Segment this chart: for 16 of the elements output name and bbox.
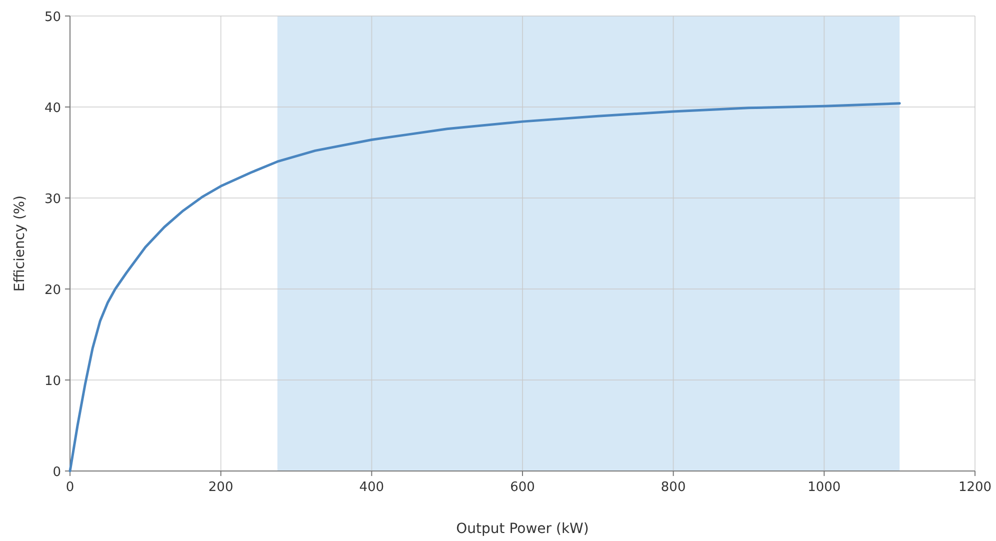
y-tick-label: 10 xyxy=(44,374,61,389)
x-tick-label: 1000 xyxy=(808,480,841,495)
y-tick-label: 0 xyxy=(52,465,61,480)
x-axis-title: Output Power (kW) xyxy=(456,521,589,537)
x-tick-label: 400 xyxy=(359,480,384,495)
x-tick-label: 0 xyxy=(66,480,74,495)
y-tick-label: 20 xyxy=(44,283,61,298)
y-tick-label: 50 xyxy=(44,10,61,25)
x-tick-label: 200 xyxy=(208,480,234,495)
y-tick-label: 40 xyxy=(44,101,61,116)
y-tick-label: 30 xyxy=(44,192,61,207)
y-axis-title: Efficiency (%) xyxy=(12,195,28,292)
x-tick-label: 600 xyxy=(510,480,535,495)
line-series xyxy=(68,102,901,472)
x-tick-label: 1200 xyxy=(958,480,992,495)
x-tick-label: 800 xyxy=(660,480,686,495)
